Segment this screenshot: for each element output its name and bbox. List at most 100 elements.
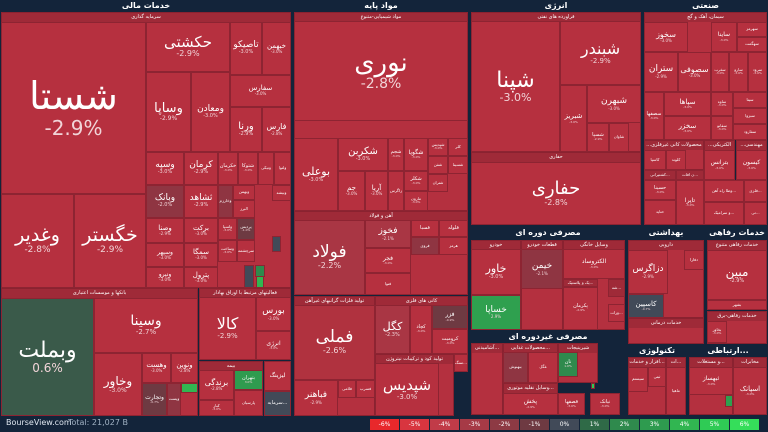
stock-tile[interactable]: بترانس -3.0%	[704, 150, 735, 180]
stock-tile[interactable]: کلر	[448, 138, 468, 156]
stock-tile[interactable]: ولسپا -3.0%	[218, 218, 237, 240]
industry-title[interactable]: الکتریکی...	[705, 141, 734, 150]
stock-tile[interactable]: شسینا	[448, 156, 468, 174]
stock-tile[interactable]: سیستم	[628, 367, 648, 392]
industry-title[interactable]: سرمایه گذاری	[2, 13, 290, 22]
stock-tile[interactable]: کاسپین -0.7%	[628, 294, 664, 318]
sector-title[interactable]: خدمات مالی	[121, 1, 171, 10]
stock-tile[interactable]: پردیس -1.0%	[237, 218, 255, 240]
stock-tile[interactable]: سرچشمه	[237, 240, 255, 262]
stock-tile[interactable]: سخوز -3.0%	[644, 22, 688, 52]
industry-title[interactable]: خدمات رفاهی-برق	[708, 312, 766, 321]
industry-title[interactable]: ...آشامیدنی	[472, 344, 502, 353]
stock-tile[interactable]: ونیرو -3.0%	[146, 267, 184, 288]
stock-tile[interactable]: وغدیر -2.8%	[1, 194, 74, 288]
industry-title[interactable]: قطعات خودرو	[522, 241, 562, 250]
stock-tile[interactable]: سفانو -3.0%	[711, 116, 733, 140]
stock-tile[interactable]: مبین -2.9%	[707, 250, 767, 300]
stock-tile[interactable]: حفاری -2.8%	[471, 162, 641, 225]
stock-tile[interactable]	[256, 276, 264, 288]
stock-tile[interactable]: شپدیس -3.0%	[375, 363, 439, 416]
stock-tile[interactable]: شکربن -3.0%	[338, 138, 388, 171]
sector-title[interactable]: صنعتی	[692, 1, 719, 10]
stock-tile[interactable]: بشهر	[707, 300, 767, 310]
stock-tile[interactable]: برکت -3.0%	[184, 218, 218, 243]
stock-tile[interactable]: وهست -3.0%	[142, 353, 171, 383]
stock-tile[interactable]: الکتروساد -3.0%	[563, 249, 625, 279]
stock-tile[interactable]: شپنا -3.0%	[471, 21, 560, 152]
stock-tile[interactable]: شفن	[428, 156, 448, 174]
stock-tile[interactable]: دزاگرس -2.9%	[628, 250, 668, 294]
industry-title[interactable]: ...و مستغلات	[690, 358, 732, 367]
stock-tile[interactable]: سصوفی -3.0%	[678, 52, 711, 92]
stock-tile[interactable]: پارسیان	[234, 390, 263, 416]
stock-tile[interactable]: ...ورات	[608, 304, 625, 322]
stock-tile[interactable]: ...سنگ	[454, 354, 468, 372]
stock-tile[interactable]: ساوه -3.0%	[711, 92, 733, 116]
stock-tile[interactable]: سرود -3.0%	[748, 52, 767, 92]
industry-title[interactable]: دارویی	[629, 241, 703, 250]
stock-tile[interactable]: فارس -2.8%	[262, 107, 291, 152]
stock-tile[interactable]: برندگی -2.8%	[199, 370, 234, 400]
stock-tile[interactable]: پترول -3.0%	[184, 267, 218, 288]
stock-tile[interactable]: نوری -2.8%	[294, 21, 468, 121]
industry-title[interactable]: حفاری	[472, 153, 640, 162]
stock-tile[interactable]: ونوین -2.8%	[171, 353, 198, 383]
stock-tile[interactable]: سهرمز	[737, 22, 767, 37]
stock-tile[interactable]: شسپا -2.9%	[587, 123, 609, 152]
stock-tile[interactable]	[725, 395, 733, 407]
stock-tile[interactable]: فنوا	[365, 273, 411, 295]
stock-tile[interactable]: انرژی -3.0%	[256, 331, 291, 360]
industry-title[interactable]: محصولات کانی غیرفلزی...	[645, 141, 703, 150]
stock-tile[interactable]: ...فلزی	[744, 180, 767, 202]
stock-tile[interactable]: اسپانک -3.0%	[733, 367, 767, 415]
stock-tile[interactable]: ...وطا راه آهن	[704, 180, 744, 202]
industry-title[interactable]: فراورده های نفتی	[472, 13, 640, 22]
stock-tile[interactable]: وپست	[167, 383, 181, 416]
sector-title[interactable]: انرژی	[544, 1, 568, 10]
stock-tile[interactable]: شبندر -2.9%	[560, 21, 641, 85]
stock-tile[interactable]: کالا -2.9%	[199, 297, 256, 360]
stock-tile[interactable]: شپدیس -3.0%	[428, 138, 448, 156]
industry-title[interactable]: خدمات درمانی	[629, 319, 703, 328]
stock-tile[interactable]: شتوکا -3.0%	[238, 152, 258, 185]
stock-tile[interactable]: ساینا -3.0%	[711, 22, 737, 52]
industry-title[interactable]: شیرینیجات	[559, 344, 597, 353]
stock-tile[interactable]: تاپرا -3.0%	[676, 180, 704, 225]
stock-tile[interactable]: فملی -2.6%	[294, 305, 375, 380]
stock-tile[interactable]: وساخت -3.0%	[218, 240, 237, 262]
stock-tile[interactable]: ...شه	[608, 279, 625, 297]
industry-title[interactable]: وسایل خانگی	[564, 241, 624, 250]
stock-tile[interactable]: ...ن افات	[676, 170, 704, 180]
industry-title[interactable]: بانکها و موسسات اعتباری	[2, 289, 197, 298]
stock-tile[interactable]: شبریز -3.0%	[560, 85, 587, 152]
stock-tile[interactable]: فسرب	[356, 380, 375, 398]
stock-tile[interactable]: سخزر -3.0%	[664, 116, 711, 140]
stock-tile[interactable]: ثشاهد -2.9%	[184, 185, 218, 218]
industry-title[interactable]: سیمان، آهک و گچ	[645, 13, 766, 22]
stock-tile[interactable]: تاصیکو -3.0%	[230, 22, 262, 75]
stock-tile[interactable]: کگل -2.3%	[375, 305, 410, 354]
stock-tile[interactable]: فخوز -2.1%	[365, 220, 411, 248]
stock-tile[interactable]: پخش -2.9%	[503, 393, 558, 415]
stock-tile[interactable]: البرز	[233, 200, 255, 218]
industry-title[interactable]: مواد شیمیایی-متنوع	[295, 13, 467, 22]
stock-tile[interactable]: ومعادن -3.0%	[191, 72, 230, 152]
stock-tile[interactable]: کیسون -3.0%	[736, 150, 767, 180]
stock-tile[interactable]: مارون -3.0%	[404, 191, 428, 211]
stock-tile[interactable]: خساپا 2.9%	[471, 295, 521, 330]
stock-tile[interactable]: وسینا -2.7%	[94, 298, 198, 353]
stock-tile[interactable]: ببهنوش	[503, 352, 528, 383]
stock-tile[interactable]: شاوان	[609, 123, 629, 152]
stock-tile[interactable]: ثبتی	[648, 367, 666, 387]
stock-tile[interactable]: لیزینگ	[264, 361, 291, 391]
industry-title[interactable]: تولید کود و ترکیبات نیتروژن	[376, 355, 453, 364]
stock-tile[interactable]	[181, 383, 198, 393]
industry-title[interactable]: بیمه	[200, 362, 262, 371]
stock-tile[interactable]: شکلر -3.0%	[404, 171, 428, 191]
stock-tile[interactable]: کرومیت -3.0%	[432, 329, 468, 354]
stock-tile[interactable]: شستا -2.9%	[1, 22, 146, 194]
industry-title[interactable]: ...وسایل نقلیه موتوری	[504, 384, 557, 393]
sector-title[interactable]: تکنولوژی	[639, 346, 675, 355]
stock-tile[interactable]: پکرمان -2.9%	[563, 287, 598, 330]
